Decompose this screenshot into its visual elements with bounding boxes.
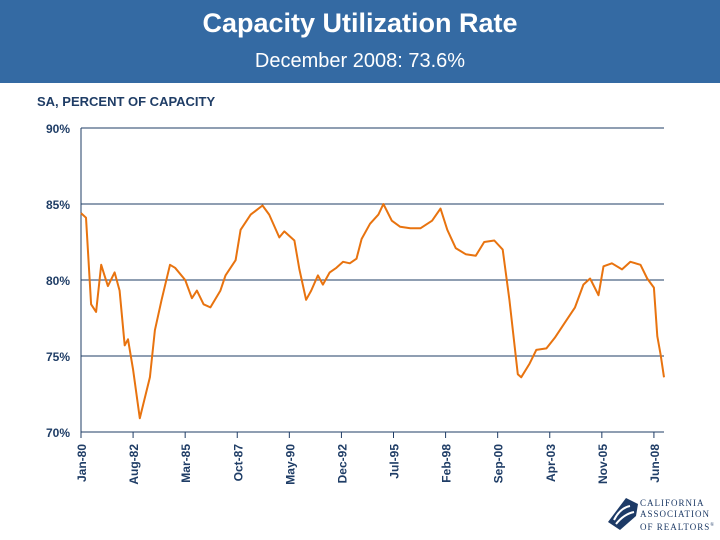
- y-tick-label: 85%: [46, 198, 70, 212]
- y-tick-label: 70%: [46, 426, 70, 440]
- x-tick-label: Sep-00: [492, 444, 506, 484]
- logo-text: CALIFORNIA ASSOCIATION OF REALTORS®: [640, 498, 716, 532]
- header-band: Capacity Utilization Rate December 2008:…: [0, 0, 720, 83]
- series-line: [80, 203, 665, 420]
- x-tick-label: Aug-82: [127, 444, 141, 485]
- chart-subtitle: December 2008: 73.6%: [254, 50, 466, 72]
- x-tick-label: Feb-98: [440, 444, 454, 483]
- x-tick-label: Dec-92: [335, 444, 349, 484]
- x-tick-label: Apr-03: [544, 444, 558, 482]
- y-tick-label: 75%: [46, 350, 70, 364]
- chart-title: Capacity Utilization Rate: [202, 8, 518, 38]
- y-tick-label: 90%: [46, 122, 70, 136]
- x-tick-label: Jun-08: [648, 444, 662, 483]
- x-tick-label: May-90: [283, 444, 297, 485]
- y-tick-label: 80%: [46, 274, 70, 288]
- car-logo-icon: [608, 498, 638, 530]
- y-axis-label: SA, PERCENT OF CAPACITY: [37, 94, 216, 109]
- x-tick-label: Jul-95: [388, 444, 402, 479]
- x-tick-label: Oct-87: [231, 444, 245, 482]
- x-tick-label: Mar-85: [179, 444, 193, 483]
- x-tick-label: Nov-05: [596, 444, 610, 484]
- x-tick-label: Jan-80: [75, 444, 89, 482]
